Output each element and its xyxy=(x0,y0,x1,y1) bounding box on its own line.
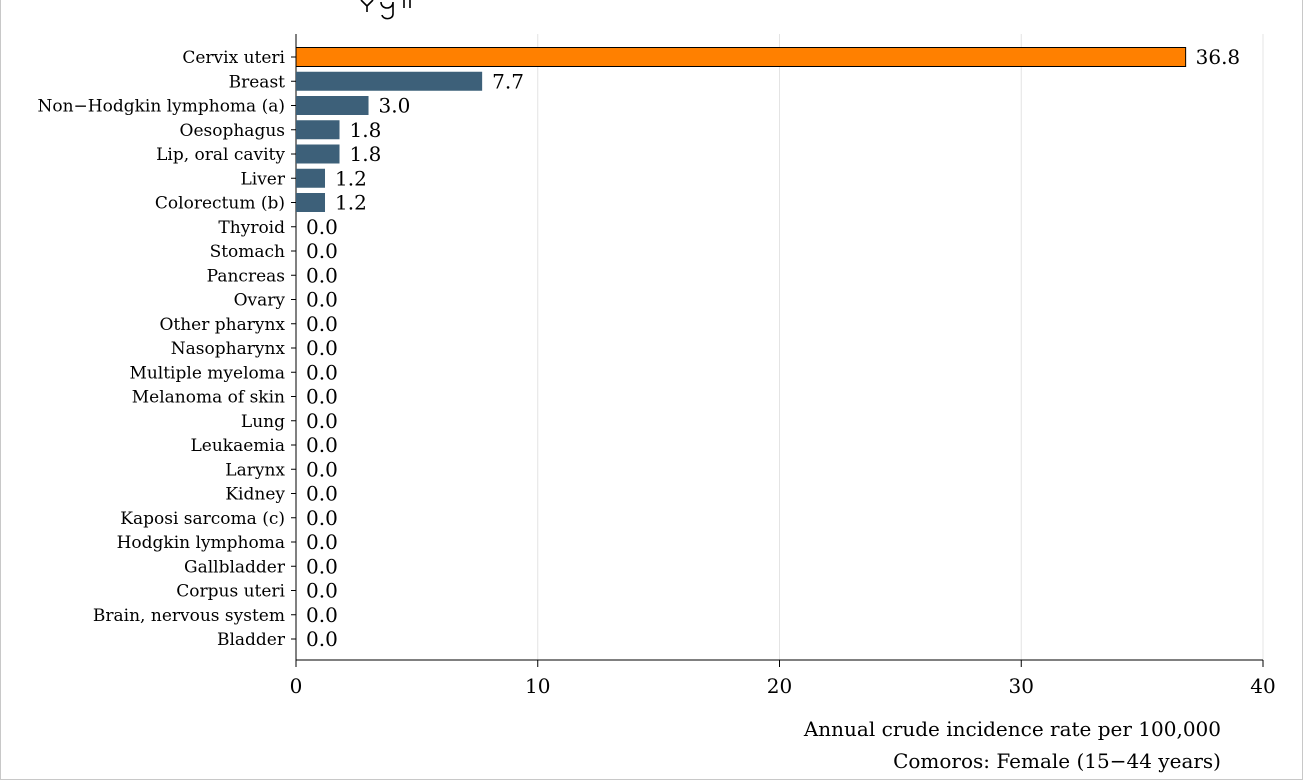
category-label: Kidney xyxy=(225,485,285,505)
value-label: 0.0 xyxy=(306,239,338,263)
value-label: 0.0 xyxy=(306,312,338,336)
value-label: 0.0 xyxy=(306,385,338,409)
x-tick-label: 30 xyxy=(1009,674,1034,698)
bar xyxy=(296,144,340,164)
category-label: Breast xyxy=(229,72,286,92)
value-label: 1.8 xyxy=(350,118,382,142)
value-label: 0.0 xyxy=(306,506,338,530)
category-label: Ovary xyxy=(234,291,286,311)
bar xyxy=(296,71,483,91)
x-axis-title: Annual crude incidence rate per 100,000 xyxy=(803,717,1221,741)
value-label: 0.0 xyxy=(306,530,338,554)
x-tick-labels: 0 10 20 30 40 xyxy=(290,674,1276,698)
category-label: Gallbladder xyxy=(184,557,286,577)
value-label: 36.8 xyxy=(1196,45,1241,69)
value-label: 0.0 xyxy=(306,409,338,433)
value-label: 0.0 xyxy=(306,336,338,360)
category-label: Stomach xyxy=(210,242,285,262)
value-label: 1.2 xyxy=(335,191,367,215)
value-label: 0.0 xyxy=(306,215,338,239)
category-label: Colorectum (b) xyxy=(155,194,285,214)
value-label: 0.0 xyxy=(306,263,338,287)
category-label: Larynx xyxy=(225,460,285,480)
bar xyxy=(296,193,326,212)
category-label: Bladder xyxy=(217,630,286,650)
value-label: 0.0 xyxy=(306,579,338,603)
value-label: 1.2 xyxy=(335,166,367,190)
category-label: Melanoma of skin xyxy=(132,388,285,408)
value-label: 0.0 xyxy=(306,603,338,627)
category-labels: Cervix uteri Breast Non−Hodgkin lymphoma (… xyxy=(37,48,285,650)
value-labels: 36.87.73.01.81.81.21.20.00.00.00.00.00.0… xyxy=(306,45,1240,651)
cropped-title-fragment xyxy=(360,0,411,20)
category-label: Corpus uteri xyxy=(176,582,285,602)
category-label: Oesophagus xyxy=(180,121,285,141)
category-label: Leukaemia xyxy=(191,436,286,456)
category-label: Kaposi sarcoma (c) xyxy=(120,509,285,529)
bar xyxy=(296,168,326,188)
bar-highlighted xyxy=(295,47,1187,67)
value-label: 1.8 xyxy=(350,142,382,166)
category-label: Pancreas xyxy=(207,266,285,286)
category-label: Lip, oral cavity xyxy=(156,145,285,165)
bar xyxy=(296,96,369,115)
x-tick-label: 20 xyxy=(767,674,792,698)
value-label: 0.0 xyxy=(306,433,338,457)
bar xyxy=(296,120,340,140)
category-label: Hodgkin lymphoma xyxy=(117,533,285,553)
x-tick-label: 10 xyxy=(525,674,550,698)
category-label: Non−Hodgkin lymphoma (a) xyxy=(37,97,285,117)
category-label: Cervix uteri xyxy=(182,48,285,68)
category-label: Brain, nervous system xyxy=(93,606,285,626)
value-label: 0.0 xyxy=(306,288,338,312)
x-tick-label: 0 xyxy=(290,674,303,698)
value-label: 0.0 xyxy=(306,482,338,506)
axes xyxy=(291,34,1264,667)
category-label: Multiple myeloma xyxy=(129,363,285,383)
x-tick-label: 40 xyxy=(1250,674,1275,698)
category-label: Thyroid xyxy=(218,218,285,238)
chart-subtitle: Comoros: Female (15−44 years) xyxy=(893,749,1221,773)
value-label: 0.0 xyxy=(306,554,338,578)
category-label: Lung xyxy=(241,412,285,432)
category-label: Liver xyxy=(240,169,285,189)
value-label: 3.0 xyxy=(379,94,411,118)
value-label: 0.0 xyxy=(306,360,338,384)
value-label: 0.0 xyxy=(306,457,338,481)
bars xyxy=(295,47,1187,212)
value-label: 0.0 xyxy=(306,627,338,651)
value-label: 7.7 xyxy=(492,69,524,93)
gridlines xyxy=(537,34,1264,660)
category-label: Other pharynx xyxy=(159,315,285,335)
category-label: Nasopharynx xyxy=(171,339,286,359)
